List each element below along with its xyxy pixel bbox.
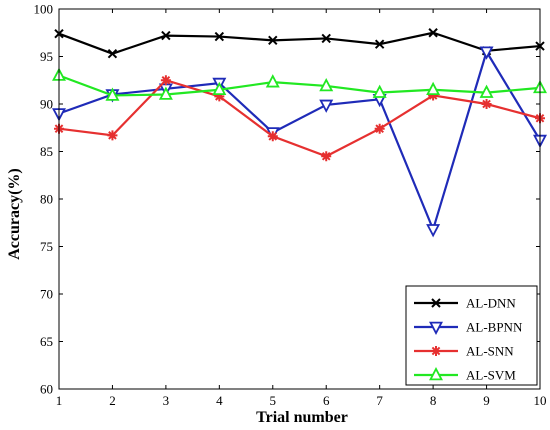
data-point-al-dnn xyxy=(268,35,278,46)
y-tick-label: 100 xyxy=(34,2,54,17)
legend-label-al-svm: AL-SVM xyxy=(466,368,516,383)
series-al-snn xyxy=(54,75,545,162)
data-point-al-svm xyxy=(479,84,494,98)
y-tick-label: 70 xyxy=(40,287,53,302)
data-point-al-dnn xyxy=(428,28,438,38)
legend-marker-al-bpnn xyxy=(429,321,443,335)
y-tick-label: 85 xyxy=(40,144,53,159)
data-point-al-svm xyxy=(105,87,120,101)
x-tick-label: 1 xyxy=(56,393,63,408)
data-point-al-svm xyxy=(265,74,280,88)
series-line-al-bpnn xyxy=(58,49,541,233)
data-point-al-svm xyxy=(319,77,334,92)
x-tick-label: 8 xyxy=(430,393,437,408)
y-tick-label: 75 xyxy=(40,239,53,254)
legend-item-al-snn: AL-SNN xyxy=(414,344,514,359)
legend-marker-al-svm xyxy=(429,367,443,381)
data-point-al-svm xyxy=(372,84,387,98)
x-tick-label: 6 xyxy=(323,393,330,408)
y-tick-label: 65 xyxy=(40,334,53,349)
data-point-al-svm xyxy=(158,86,173,100)
x-tick-label: 2 xyxy=(109,393,116,408)
plot-area xyxy=(52,28,547,238)
x-tick-label: 10 xyxy=(534,393,547,408)
y-tick-label: 80 xyxy=(40,192,53,207)
data-point-al-bpnn xyxy=(319,99,334,113)
data-point-al-dnn xyxy=(321,33,331,44)
data-point-al-snn xyxy=(428,90,439,101)
axes: 1 2 3 4 5 6 7 8 9 10 60 65 70 75 80 85 90 95 100 xyxy=(34,2,547,409)
legend-marker-al-dnn xyxy=(431,298,441,308)
series-al-bpnn xyxy=(52,46,547,238)
data-point-al-snn xyxy=(481,99,492,109)
legend-marker-al-snn xyxy=(431,346,441,356)
data-point-al-snn xyxy=(267,131,278,142)
data-point-al-bpnn xyxy=(479,46,494,60)
y-tick-label: 95 xyxy=(40,49,53,64)
legend-label-al-dnn: AL-DNN xyxy=(466,296,516,311)
series-line-al-svm xyxy=(58,74,541,97)
x-tick-label: 9 xyxy=(483,393,490,408)
data-point-al-bpnn xyxy=(426,224,441,238)
data-point-al-snn xyxy=(321,151,332,162)
legend-item-al-bpnn: AL-BPNN xyxy=(414,320,523,335)
data-point-al-snn xyxy=(214,91,225,102)
x-tick-label: 3 xyxy=(163,393,170,408)
data-point-al-dnn xyxy=(107,48,118,59)
y-tick-label: 90 xyxy=(40,97,53,112)
x-tick-label: 7 xyxy=(376,393,383,408)
series-line-al-snn xyxy=(58,79,541,158)
legend-label-al-snn: AL-SNN xyxy=(466,344,514,359)
data-point-al-snn xyxy=(160,75,171,86)
legend-item-al-dnn: AL-DNN xyxy=(414,296,516,311)
data-point-al-dnn xyxy=(374,39,385,49)
series-line-al-dnn xyxy=(58,31,541,55)
legend: AL-DNN AL-BPNN AL-SNN AL-SVM xyxy=(405,285,538,386)
data-point-al-snn xyxy=(374,123,385,134)
y-axis-label: Accuracy(%) xyxy=(6,168,23,260)
data-point-al-dnn xyxy=(214,31,225,42)
series-al-svm xyxy=(52,67,547,101)
y-tick-label: 60 xyxy=(40,382,53,397)
x-axis-label: Trial number xyxy=(256,409,348,426)
x-tick-label: 4 xyxy=(216,393,223,408)
legend-label-al-bpnn: AL-BPNN xyxy=(466,320,523,335)
data-point-al-svm xyxy=(426,81,441,96)
data-point-al-snn xyxy=(107,130,118,141)
series-al-dnn xyxy=(54,28,545,59)
data-point-al-svm xyxy=(212,81,227,96)
data-point-al-dnn xyxy=(161,30,171,41)
x-tick-label: 5 xyxy=(270,393,277,408)
legend-item-al-svm: AL-SVM xyxy=(414,367,516,383)
